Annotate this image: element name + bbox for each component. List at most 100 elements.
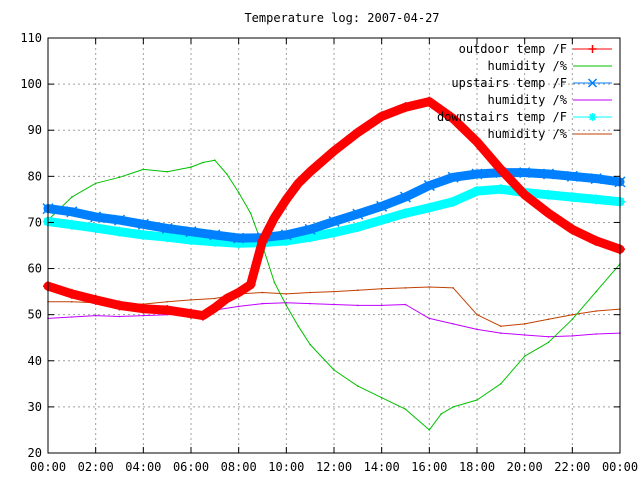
data-point <box>352 127 363 138</box>
data-point <box>523 355 526 358</box>
data-point <box>424 202 435 213</box>
x-tick-label: 12:00 <box>316 460 352 474</box>
data-point <box>571 318 574 321</box>
data-point <box>237 191 240 194</box>
data-point <box>114 226 125 237</box>
data-point <box>352 222 363 233</box>
data-point <box>547 341 550 344</box>
x-tick-label: 20:00 <box>507 460 543 474</box>
data-point <box>214 159 216 161</box>
data-point <box>547 318 550 321</box>
x-axis-tick-labels: 00:00 02:00 04:00 06:00 08:00 10:00 12:00 14:00… <box>30 460 638 474</box>
data-point <box>186 308 196 319</box>
data-point <box>472 136 482 147</box>
data-point <box>352 208 364 220</box>
data-point <box>90 294 101 305</box>
data-point <box>202 161 204 164</box>
data-point <box>595 310 597 312</box>
data-point <box>333 290 335 293</box>
data-point <box>590 173 602 185</box>
data-point <box>66 288 77 299</box>
y-tick-label: 50 <box>28 308 42 322</box>
data-point <box>452 323 455 325</box>
data-point <box>547 336 550 338</box>
legend: outdoor temp /F humidity /% upstairs temp … <box>437 42 612 141</box>
data-point <box>142 168 145 171</box>
data-point <box>567 224 578 235</box>
legend-entry: outdoor temp /F <box>459 42 612 56</box>
data-point <box>166 301 168 303</box>
x-tick-label: 06:00 <box>173 460 209 474</box>
data-point <box>333 369 335 371</box>
data-point <box>376 200 388 212</box>
data-point <box>309 291 312 294</box>
legend-marker <box>588 45 597 53</box>
legend-label: humidity /% <box>488 59 568 73</box>
data-point <box>440 413 443 415</box>
data-point <box>380 304 383 307</box>
data-point <box>523 323 526 325</box>
data-point <box>166 170 168 173</box>
data-point <box>138 229 149 240</box>
data-point <box>186 234 196 245</box>
data-point <box>114 300 125 311</box>
data-point <box>94 314 97 317</box>
data-point <box>566 170 578 182</box>
data-point <box>185 226 197 238</box>
data-point <box>233 238 244 249</box>
data-point <box>476 328 478 331</box>
data-point <box>297 325 300 328</box>
y-axis-tick-labels: 20 30 40 50 60 70 80 90 100 110 <box>20 31 42 460</box>
data-point <box>261 302 264 305</box>
data-point <box>428 317 431 320</box>
data-point <box>249 212 252 214</box>
legend-entry: humidity /% <box>488 93 612 107</box>
x-tick-label: 22:00 <box>554 460 590 474</box>
data-point <box>138 303 149 314</box>
series-1 <box>43 96 625 321</box>
x-tick-label: 00:00 <box>30 460 66 474</box>
data-point <box>293 178 304 189</box>
data-point <box>357 289 359 292</box>
data-point <box>90 211 102 223</box>
data-point <box>423 180 435 192</box>
data-point <box>209 302 220 313</box>
x-tick-label: 18:00 <box>459 460 495 474</box>
data-point <box>281 194 292 205</box>
y-tick-label: 90 <box>28 123 42 137</box>
x-tick-label: 04:00 <box>125 460 161 474</box>
data-point <box>245 279 256 290</box>
y-tick-label: 70 <box>28 215 42 229</box>
y-tick-label: 110 <box>20 31 42 45</box>
y-tick-label: 60 <box>28 262 42 276</box>
data-point <box>591 235 602 246</box>
data-point <box>161 222 173 234</box>
data-point <box>543 208 554 219</box>
data-point <box>476 313 478 316</box>
data-point <box>226 173 228 175</box>
data-point <box>304 223 316 235</box>
data-point <box>500 383 502 385</box>
series-4 <box>47 301 621 338</box>
data-point <box>448 113 459 124</box>
data-point <box>221 293 232 304</box>
data-point <box>428 429 431 431</box>
data-point <box>376 215 387 226</box>
data-point <box>448 196 459 207</box>
y-tick-label: 80 <box>28 169 42 183</box>
data-point <box>94 182 97 185</box>
data-point <box>424 96 435 107</box>
data-point <box>376 111 387 122</box>
data-point <box>399 191 412 203</box>
data-point <box>281 235 292 246</box>
data-point <box>447 171 459 183</box>
data-point <box>500 325 502 328</box>
y-tick-label: 30 <box>28 400 42 414</box>
data-point <box>162 232 173 243</box>
legend-entry: humidity /% <box>488 59 612 73</box>
series-layer <box>42 96 626 431</box>
data-point <box>90 222 101 233</box>
data-point <box>519 167 531 179</box>
data-point <box>472 186 482 197</box>
